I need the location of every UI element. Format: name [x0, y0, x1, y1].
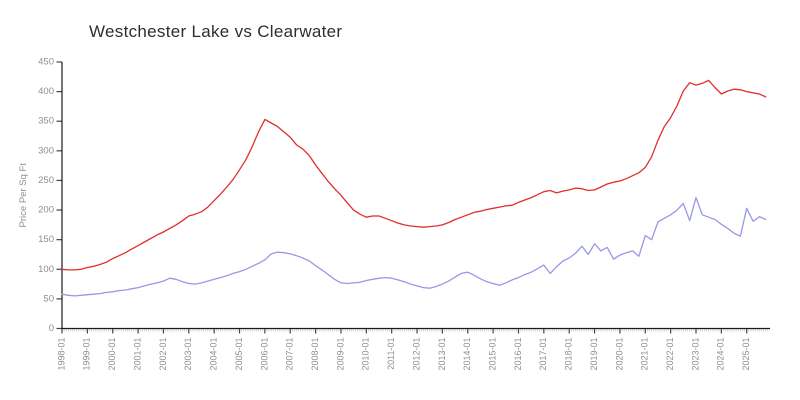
axes-spine [61, 62, 770, 330]
x-tick-label: 2019-01 [589, 338, 599, 371]
x-tick-label: 2014-01 [462, 338, 472, 371]
y-tick-label: 300 [38, 145, 54, 156]
x-tick-label: 2013-01 [437, 338, 447, 371]
x-tick-label: 2007-01 [285, 338, 295, 371]
x-tick-label: 2002-01 [158, 338, 168, 371]
x-tick-label: 2008-01 [310, 338, 320, 371]
x-tick-label: 2024-01 [716, 338, 726, 371]
x-tick-label: 2021-01 [640, 338, 650, 371]
x-tick-label: 2025-01 [741, 338, 751, 371]
x-tick-label: 2011-01 [386, 338, 396, 370]
x-tick-label: 2015-01 [487, 338, 497, 371]
x-tick-label: 2016-01 [513, 338, 523, 371]
x-tick-label: 2018-01 [564, 338, 574, 371]
y-tick-label: 450 [38, 57, 54, 68]
x-tick-label: 2017-01 [538, 338, 548, 371]
y-tick-label: 0 [49, 323, 54, 334]
y-tick-label: 250 [38, 175, 54, 186]
y-tick-label: 50 [43, 293, 54, 304]
series-line-clearwater [61, 196, 767, 297]
chart-title: Westchester Lake vs Clearwater [89, 22, 343, 41]
y-axis-label: Price Per Sq Ft [18, 163, 29, 228]
x-tick-label: 2000-01 [107, 338, 117, 371]
y-tick-label: 200 [38, 205, 54, 216]
x-tick-label: 1999-01 [82, 338, 92, 371]
x-tick-label: 2003-01 [183, 338, 193, 371]
x-tick-label: 2020-01 [614, 338, 624, 371]
y-tick-label: 400 [38, 86, 54, 97]
y-tick-label: 150 [38, 234, 54, 245]
x-tick-label: 2022-01 [665, 338, 675, 371]
x-tick-label: 2009-01 [335, 338, 345, 371]
x-tick-label: 2010-01 [361, 338, 371, 371]
y-tick-label: 350 [38, 116, 54, 127]
x-tick-label: 2006-01 [259, 338, 269, 371]
x-tick-label: 2012-01 [411, 338, 421, 371]
y-tick-label: 100 [38, 264, 54, 275]
x-tick-label: 2005-01 [234, 338, 244, 371]
x-tick-label: 2001-01 [132, 338, 142, 371]
x-tick-label: 2023-01 [690, 338, 700, 371]
series-line-westchester-lake [61, 79, 767, 271]
x-tick-label: 1998-01 [56, 338, 66, 371]
x-tick-label: 2004-01 [209, 338, 219, 371]
